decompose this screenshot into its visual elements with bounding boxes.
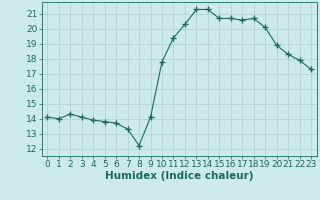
X-axis label: Humidex (Indice chaleur): Humidex (Indice chaleur) [105,171,253,181]
